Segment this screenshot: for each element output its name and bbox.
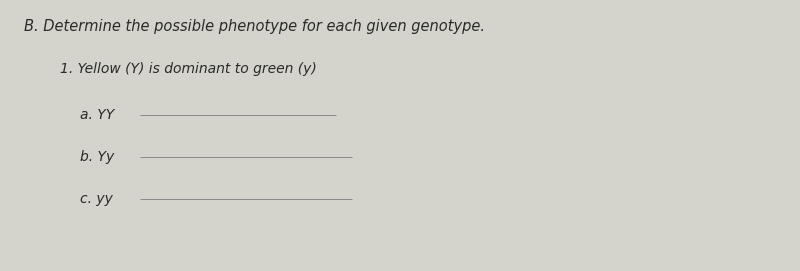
Text: b. Yy: b. Yy (80, 150, 114, 164)
Text: 1. Yellow (Y) is dominant to green (y): 1. Yellow (Y) is dominant to green (y) (60, 62, 317, 76)
Text: a. YY: a. YY (80, 108, 114, 122)
Text: c. yy: c. yy (80, 192, 113, 206)
Text: B. Determine the possible phenotype for each given genotype.: B. Determine the possible phenotype for … (24, 19, 485, 34)
